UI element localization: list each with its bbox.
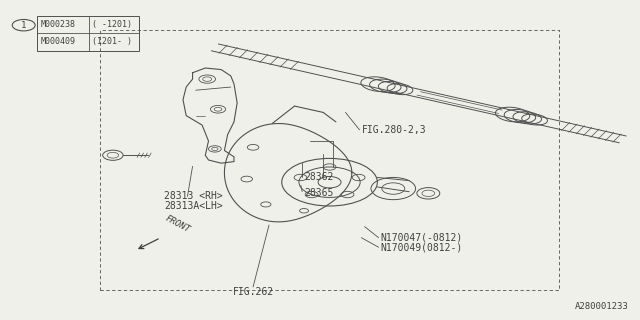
Text: N170049(0812-): N170049(0812-) [381,242,463,252]
Text: FIG.262: FIG.262 [232,287,274,297]
Text: 28313A<LH>: 28313A<LH> [164,201,223,211]
Text: A280001233: A280001233 [575,302,629,311]
Bar [37,16,139,51]
Text: 1: 1 [21,21,26,30]
Text: 28313 <RH>: 28313 <RH> [164,191,223,202]
Text: 28365: 28365 [304,188,333,198]
Text: ( -1201): ( -1201) [92,20,132,29]
Text: (1201- ): (1201- ) [92,37,132,46]
Text: FIG.280-2,3: FIG.280-2,3 [362,125,426,135]
Text: M000238: M000238 [40,20,76,29]
Text: FRONT: FRONT [164,213,192,234]
Text: M000409: M000409 [40,37,76,46]
Text: N170047(-0812): N170047(-0812) [381,233,463,243]
Text: 28362: 28362 [304,172,333,182]
